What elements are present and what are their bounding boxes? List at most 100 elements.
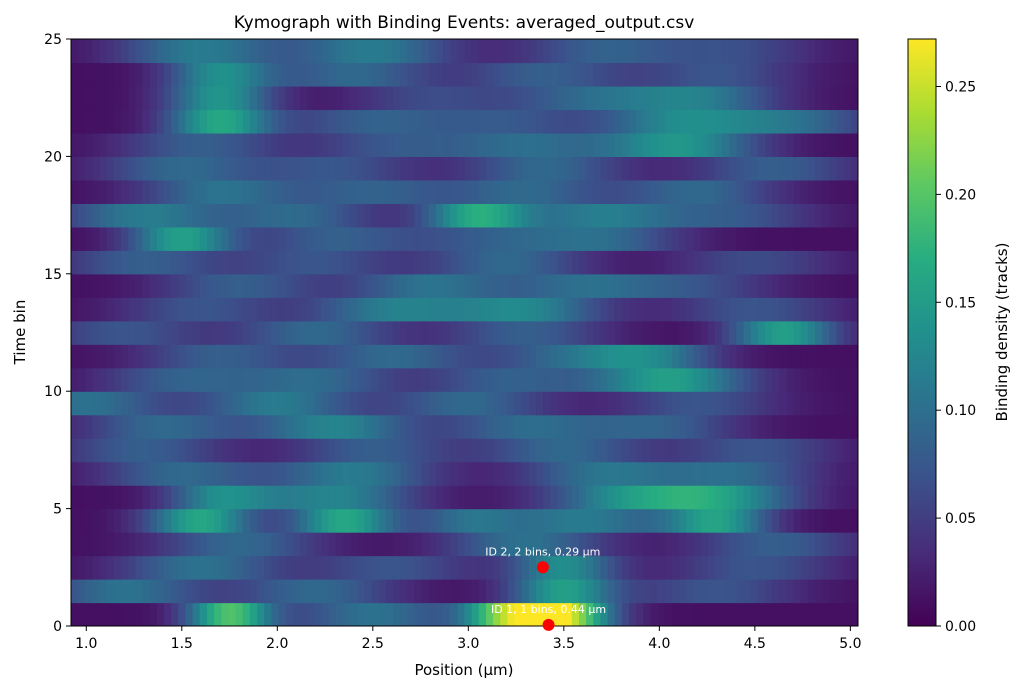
heatmap-cell xyxy=(242,62,251,87)
heatmap-cell xyxy=(264,109,272,134)
heatmap-cell xyxy=(428,344,437,369)
heatmap-cell xyxy=(729,367,737,392)
heatmap-cell xyxy=(528,367,537,392)
heatmap-cell xyxy=(500,62,509,87)
heatmap-cell xyxy=(414,132,423,157)
heatmap-cell xyxy=(350,109,358,134)
heatmap-cell xyxy=(643,579,652,604)
heatmap-cell xyxy=(836,250,845,275)
heatmap-cell xyxy=(500,579,509,604)
heatmap-cell xyxy=(815,508,823,533)
heatmap-cell xyxy=(750,508,759,533)
heatmap-cell xyxy=(657,579,666,604)
heatmap-cell xyxy=(135,39,144,64)
heatmap-cell xyxy=(307,109,315,134)
heatmap-cell xyxy=(693,226,702,251)
heatmap-cell xyxy=(829,179,838,204)
heatmap-cell xyxy=(700,555,709,580)
heatmap-cell xyxy=(443,579,451,604)
heatmap-cell xyxy=(435,179,444,204)
heatmap-cell xyxy=(714,156,723,181)
heatmap-cell xyxy=(278,485,287,510)
heatmap-cell xyxy=(443,602,451,626)
heatmap-cell xyxy=(128,438,136,463)
heatmap-cell xyxy=(664,414,673,439)
heatmap-cell xyxy=(586,109,594,134)
heatmap-cell xyxy=(285,273,294,298)
heatmap-cell xyxy=(722,532,730,557)
heatmap-cell xyxy=(757,532,766,557)
heatmap-cell xyxy=(113,602,122,626)
heatmap-cell xyxy=(772,438,780,463)
heatmap-cell xyxy=(843,508,852,533)
heatmap-cell xyxy=(800,203,809,228)
heatmap-cell xyxy=(643,203,652,228)
heatmap-cell xyxy=(71,602,79,626)
heatmap-cell xyxy=(264,344,272,369)
heatmap-cell xyxy=(636,532,644,557)
heatmap-cell xyxy=(92,508,101,533)
heatmap-cell xyxy=(400,320,408,345)
heatmap-cell xyxy=(722,39,730,64)
heatmap-cell xyxy=(514,226,523,251)
heatmap-cell xyxy=(113,62,122,87)
heatmap-cell xyxy=(822,344,830,369)
heatmap-cell xyxy=(772,579,780,604)
heatmap-cell xyxy=(743,461,752,486)
heatmap-cell xyxy=(199,438,208,463)
heatmap-cell xyxy=(414,273,423,298)
heatmap-cell xyxy=(428,297,437,322)
heatmap-cell xyxy=(693,85,702,111)
heatmap-cell xyxy=(750,132,759,157)
heatmap-cell xyxy=(392,461,401,486)
heatmap-cell xyxy=(586,250,594,275)
heatmap-cell xyxy=(85,508,94,533)
colorbar-tick-label: 0.10 xyxy=(945,403,976,419)
heatmap-cell xyxy=(357,367,365,392)
heatmap-cell xyxy=(786,226,795,251)
heatmap-cell xyxy=(757,39,766,64)
heatmap-cell xyxy=(350,226,358,251)
heatmap-cell xyxy=(836,109,845,134)
heatmap-cell xyxy=(550,273,559,298)
heatmap-cell xyxy=(464,85,473,111)
heatmap-cell xyxy=(822,532,830,557)
heatmap-cell xyxy=(800,438,809,463)
heatmap-cell xyxy=(528,203,537,228)
heatmap-cell xyxy=(199,532,208,557)
heatmap-cell xyxy=(528,344,537,369)
heatmap-cell xyxy=(378,85,387,111)
heatmap-cell xyxy=(657,602,666,626)
heatmap-cell xyxy=(113,320,122,345)
heatmap-cell xyxy=(471,508,480,533)
heatmap-cell xyxy=(457,85,466,111)
heatmap-cell xyxy=(521,297,530,322)
heatmap-cell xyxy=(392,39,401,64)
heatmap-cell xyxy=(214,344,222,369)
heatmap-cell xyxy=(621,250,630,275)
heatmap-cell xyxy=(679,320,687,345)
heatmap-cell xyxy=(435,273,444,298)
heatmap-cell xyxy=(299,109,308,134)
heatmap-cell xyxy=(414,532,423,557)
heatmap-cell xyxy=(450,320,458,345)
heatmap-cell xyxy=(78,391,86,416)
heatmap-cell xyxy=(357,508,365,533)
heatmap-cell xyxy=(822,62,830,87)
heatmap-cell xyxy=(636,414,644,439)
heatmap-cell xyxy=(128,179,136,204)
heatmap-cell xyxy=(121,579,129,604)
heatmap-cell xyxy=(679,414,687,439)
heatmap-cell xyxy=(371,508,380,533)
heatmap-cell xyxy=(307,414,315,439)
heatmap-cell xyxy=(335,485,344,510)
heatmap-cell xyxy=(793,320,802,345)
heatmap-cell xyxy=(772,344,780,369)
heatmap-cell xyxy=(78,602,86,626)
heatmap-cell xyxy=(142,555,151,580)
heatmap-cell xyxy=(307,273,315,298)
heatmap-cell xyxy=(443,273,451,298)
heatmap-cell xyxy=(335,156,344,181)
heatmap-cell xyxy=(443,109,451,134)
heatmap-cell xyxy=(392,85,401,111)
